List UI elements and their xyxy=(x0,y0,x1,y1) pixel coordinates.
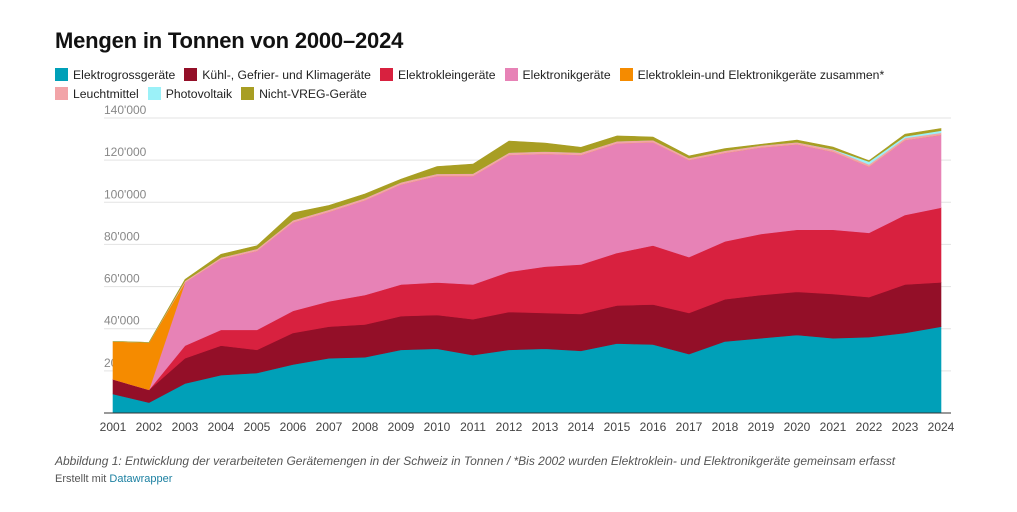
chart-title: Mengen in Tonnen von 2000–2024 xyxy=(55,28,404,53)
x-tick-label: 2004 xyxy=(208,420,235,434)
x-tick-label: 2024 xyxy=(928,420,955,434)
x-tick-label: 2008 xyxy=(352,420,379,434)
x-tick-label: 2022 xyxy=(856,420,883,434)
datawrapper-link[interactable]: Datawrapper xyxy=(109,473,173,485)
y-tick-label: 100'000 xyxy=(104,187,147,201)
credit-line: Erstellt mit Datawrapper xyxy=(55,473,172,485)
legend-label: Photovoltaik xyxy=(165,86,233,101)
legend-swatch xyxy=(619,68,633,81)
figure-caption: Abbildung 1: Entwicklung der verarbeitet… xyxy=(55,454,896,468)
x-tick-label: 2015 xyxy=(604,420,631,434)
x-tick-label: 2007 xyxy=(316,420,343,434)
x-tick-label: 2013 xyxy=(532,420,559,434)
y-tick-label: 140'000 xyxy=(104,103,147,117)
x-tick-label: 2020 xyxy=(784,420,811,434)
y-tick-label: 40'000 xyxy=(104,314,140,328)
legend-swatch xyxy=(184,68,198,81)
legend-swatch xyxy=(55,87,68,100)
x-tick-label: 2011 xyxy=(460,420,486,434)
legend-swatch xyxy=(147,87,161,100)
legend-item: Elektronikgeräte xyxy=(504,66,611,83)
legend-item: Leuchtmittel xyxy=(55,85,139,102)
area-series xyxy=(112,128,942,343)
x-tick-label: 2016 xyxy=(640,420,667,434)
x-tick-label: 2009 xyxy=(388,420,415,434)
legend-swatch xyxy=(379,68,393,81)
x-tick-label: 2003 xyxy=(172,420,199,434)
legend-label: Nicht-VREG-Geräte xyxy=(259,86,367,101)
x-tick-label: 2010 xyxy=(424,420,451,434)
legend-item: Kühl-, Gefrier- und Klimageräte xyxy=(184,66,371,83)
y-tick-label: 120'000 xyxy=(104,145,147,159)
legend-item: Elektrokleingeräte xyxy=(379,66,496,83)
legend-label: Elektrogrossgeräte xyxy=(73,67,176,82)
x-tick-label: 2017 xyxy=(676,420,703,434)
legend-label: Leuchtmittel xyxy=(73,86,139,101)
x-tick-label: 2018 xyxy=(712,420,739,434)
x-tick-label: 2014 xyxy=(568,420,595,434)
x-tick-label: 2019 xyxy=(748,420,775,434)
x-tick-label: 2023 xyxy=(892,420,919,434)
x-tick-label: 2005 xyxy=(244,420,271,434)
y-tick-label: 60'000 xyxy=(104,272,140,286)
legend-item: Elektroklein-und Elektronikgeräte zusamm… xyxy=(619,66,885,83)
legend-swatch xyxy=(55,68,68,81)
x-tick-label: 2012 xyxy=(496,420,523,434)
x-tick-label: 2021 xyxy=(820,420,847,434)
x-tick-label: 2006 xyxy=(280,420,307,434)
legend-swatch xyxy=(241,87,255,100)
x-tick-label: 2002 xyxy=(136,420,163,434)
legend-item: Photovoltaik xyxy=(147,85,233,102)
legend-label: Elektroklein-und Elektronikgeräte zusamm… xyxy=(637,67,885,82)
legend-label: Kühl-, Gefrier- und Klimageräte xyxy=(202,67,371,82)
x-tick-label: 2001 xyxy=(100,420,127,434)
legend-label: Elektronikgeräte xyxy=(522,67,611,82)
legend: Elektrogrossgeräte Kühl-, Gefrier- und Kl… xyxy=(55,66,955,102)
legend-swatch xyxy=(504,68,518,81)
legend-item: Nicht-VREG-Geräte xyxy=(241,85,367,102)
y-tick-label: 80'000 xyxy=(104,229,140,243)
legend-item: Elektrogrossgeräte xyxy=(55,66,175,83)
credit-prefix: Erstellt mit xyxy=(55,473,107,485)
legend-label: Elektrokleingeräte xyxy=(397,67,496,82)
